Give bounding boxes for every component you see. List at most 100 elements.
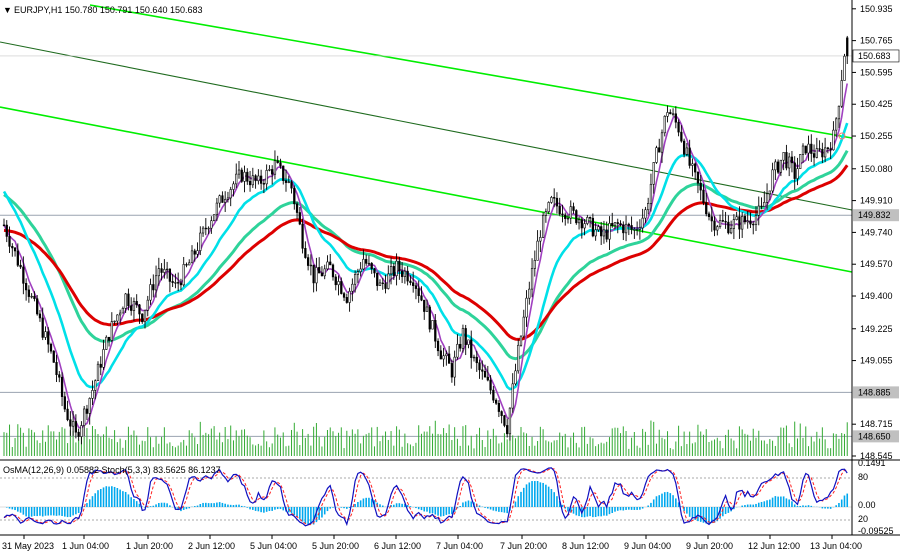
candle-body: [829, 148, 832, 151]
candle-body: [456, 343, 459, 358]
candle-body: [727, 221, 730, 234]
candle-body: [528, 288, 531, 299]
candle-body: [635, 229, 639, 231]
candle-body: [810, 143, 813, 154]
candle-body: [788, 156, 791, 169]
candle-body: [461, 328, 465, 349]
candle-body: [359, 268, 362, 272]
candle-body: [785, 152, 788, 169]
candle-body: [13, 247, 17, 252]
candle-body: [193, 250, 196, 255]
candle-body: [273, 160, 277, 175]
candle-body: [36, 298, 39, 315]
candle-body: [732, 219, 736, 229]
candle-body: [268, 169, 271, 171]
candle-body: [251, 175, 254, 186]
candle-body: [660, 132, 664, 153]
candle-body: [724, 220, 727, 223]
candle-body: [658, 147, 661, 153]
candle-body: [846, 37, 849, 57]
candle-body: [611, 222, 614, 226]
candle-body: [177, 282, 180, 284]
candle-body: [2, 224, 6, 227]
candle-body: [165, 268, 169, 271]
candle-body: [594, 229, 597, 237]
candle-body: [575, 210, 578, 224]
candle-body: [400, 270, 404, 277]
price-axis-label: 150.425: [860, 99, 893, 109]
candle-body: [107, 336, 111, 341]
price-axis-label: 150.935: [860, 4, 893, 14]
candle-body: [246, 171, 249, 182]
candle-body: [409, 280, 412, 283]
candle-body: [154, 275, 158, 291]
candle-body: [8, 236, 11, 247]
candle-body: [304, 248, 307, 258]
candle-body: [226, 197, 230, 200]
candle-body: [22, 266, 25, 284]
candle-body: [738, 216, 741, 230]
price-axis-label: 150.255: [860, 131, 893, 141]
price-axis-label: 150.080: [860, 164, 893, 174]
candle-body: [85, 408, 89, 414]
candle-body: [478, 362, 481, 371]
candle-body: [489, 379, 492, 391]
candle-body: [765, 193, 769, 203]
candle-body: [436, 340, 440, 352]
oscillator-axis: 0.1491 80 0.00 20 -0.09525: [858, 458, 894, 536]
time-axis-label: 5 Jun 20:00: [312, 541, 359, 551]
candle-body: [486, 376, 489, 381]
time-axis-label: 1 Jun 04:00: [62, 541, 109, 551]
candle-body: [218, 195, 221, 204]
candle-body: [500, 411, 503, 416]
candle-body: [506, 425, 509, 435]
candle-body: [71, 421, 75, 427]
price-axis-label: 150.595: [860, 67, 893, 77]
price-axis-label: 149.740: [860, 227, 893, 237]
candle-body: [224, 199, 227, 203]
candle-body: [503, 415, 506, 426]
candle-body: [146, 299, 149, 311]
candle-body: [450, 363, 454, 378]
candle-body: [561, 213, 564, 216]
candle-body: [647, 203, 650, 211]
candle-body: [613, 222, 617, 226]
candle-body: [464, 328, 467, 345]
candle-body: [417, 288, 420, 297]
candle-body: [340, 281, 343, 294]
candle-body: [257, 175, 260, 182]
candle-body: [807, 143, 810, 154]
candle-body: [729, 228, 733, 234]
candle-body: [815, 148, 818, 158]
time-axis-label: 6 Jun 12:00: [374, 541, 421, 551]
candle-body: [586, 217, 589, 224]
candle-body: [843, 55, 846, 81]
candle-body: [564, 214, 567, 219]
candle-body: [141, 313, 144, 323]
candle-body: [572, 206, 575, 211]
candle-body: [157, 268, 160, 277]
candle-body: [41, 317, 44, 338]
candle-body: [207, 227, 210, 230]
candle-body: [710, 216, 713, 222]
candle-body: [514, 370, 517, 385]
time-axis-label: 7 Jun 20:00: [500, 541, 547, 551]
candle-body: [467, 339, 470, 345]
time-axis: 31 May 2023 1 Jun 04:00 1 Jun 20:00 2 Jun 1…: [2, 535, 862, 551]
candle-body: [80, 425, 83, 437]
candle-body: [398, 260, 401, 272]
candle-body: [718, 220, 722, 227]
candle-body: [52, 350, 55, 363]
price-axis-label: 148.545: [860, 451, 893, 461]
candle-body: [121, 308, 125, 314]
candle-body: [55, 362, 58, 375]
candle-body: [445, 353, 448, 357]
candle-body: [771, 169, 774, 192]
candle-body: [279, 162, 282, 167]
candle-body: [600, 226, 603, 237]
chart-title-arrow[interactable]: ▼: [3, 5, 12, 15]
candle-body: [160, 268, 163, 273]
time-axis-label: 7 Jun 04:00: [436, 541, 483, 551]
candle-body: [152, 284, 155, 291]
